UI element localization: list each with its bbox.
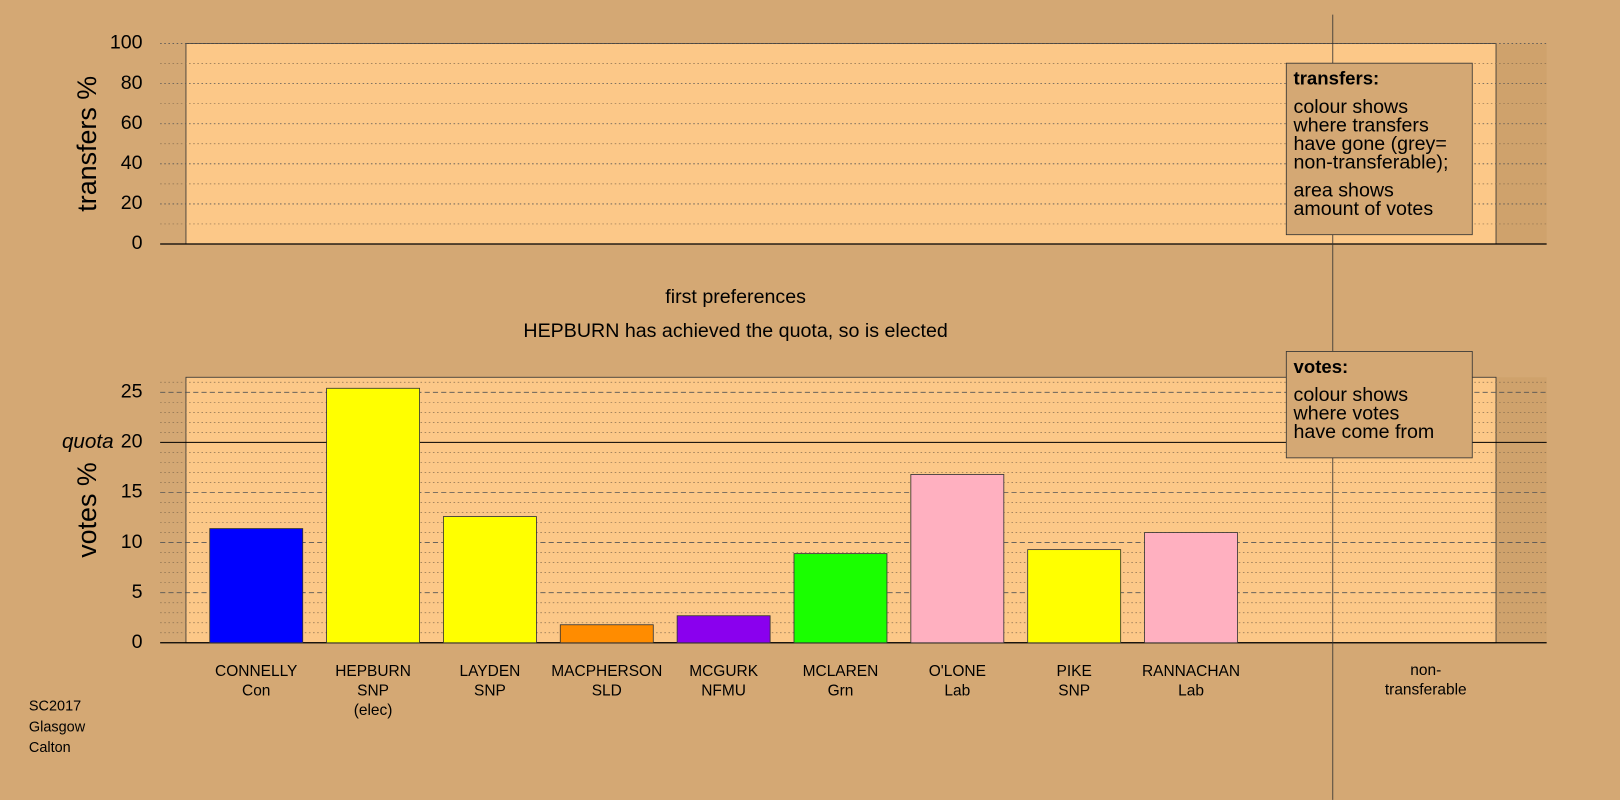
y-tick-label: 20 bbox=[121, 431, 143, 453]
note-text: amount of votes bbox=[1294, 198, 1434, 220]
x-tick-label: O'LONE bbox=[929, 663, 986, 680]
note-text: colour shows bbox=[1294, 384, 1409, 406]
note-title: votes: bbox=[1294, 356, 1349, 377]
y-tick-label: 15 bbox=[121, 481, 143, 503]
x-tick-label: transferable bbox=[1385, 681, 1467, 698]
note-text: have gone (grey= bbox=[1294, 133, 1447, 155]
x-tick-label: PIKE bbox=[1057, 663, 1092, 680]
quota-label: quota bbox=[62, 430, 114, 453]
footer-text: Glasgow bbox=[29, 719, 86, 735]
x-tick-label: Lab bbox=[944, 682, 970, 699]
y-tick-label: 0 bbox=[132, 232, 143, 254]
y-tick-label: 100 bbox=[110, 32, 143, 54]
note-text: area shows bbox=[1294, 179, 1395, 201]
x-tick-label: (elec) bbox=[354, 702, 393, 719]
x-tick-label: CONNELLY bbox=[215, 663, 297, 680]
x-tick-label: NFMU bbox=[701, 682, 746, 699]
footer-text: Calton bbox=[29, 740, 71, 756]
bar bbox=[559, 624, 654, 644]
x-tick-label: Con bbox=[242, 682, 270, 699]
note-title: transfers: bbox=[1294, 68, 1380, 89]
y-tick-label: 80 bbox=[121, 72, 143, 94]
right-shade bbox=[1496, 377, 1547, 643]
x-tick-label: SLD bbox=[592, 682, 622, 699]
x-tick-label: RANNACHAN bbox=[1142, 663, 1240, 680]
note-box bbox=[1285, 62, 1473, 236]
y-axis-label: votes % bbox=[72, 462, 102, 558]
note-box bbox=[1285, 351, 1473, 459]
x-tick-label: Grn bbox=[828, 682, 854, 699]
bar bbox=[676, 615, 771, 644]
x-tick-label: HEPBURN bbox=[335, 663, 411, 680]
bar bbox=[443, 516, 537, 644]
bar bbox=[1027, 549, 1122, 644]
bar bbox=[1144, 532, 1238, 644]
y-tick-label: 5 bbox=[132, 581, 143, 603]
note-text: where votes bbox=[1293, 403, 1400, 425]
bar bbox=[326, 387, 420, 644]
note-text: non-transferable); bbox=[1294, 152, 1449, 174]
bar bbox=[793, 553, 888, 644]
y-tick-label: 40 bbox=[121, 152, 143, 174]
bar bbox=[910, 474, 1005, 644]
chart-title: first preferences bbox=[665, 286, 806, 308]
x-tick-label: non- bbox=[1410, 662, 1441, 679]
y-tick-label: 20 bbox=[121, 192, 143, 214]
chart-subtitle: HEPBURN has achieved the quota, so is el… bbox=[523, 320, 947, 342]
y-axis-label: transfers % bbox=[72, 76, 102, 212]
x-tick-label: SNP bbox=[1058, 682, 1090, 699]
y-tick-label: 10 bbox=[121, 531, 143, 553]
x-tick-label: MCGURK bbox=[689, 663, 758, 680]
note-text: where transfers bbox=[1293, 114, 1429, 136]
note-text: colour shows bbox=[1294, 96, 1409, 118]
x-tick-label: MACPHERSON bbox=[551, 663, 662, 680]
x-tick-label: Lab bbox=[1178, 682, 1204, 699]
bar bbox=[209, 528, 304, 644]
footer-text: SC2017 bbox=[29, 699, 81, 715]
x-tick-label: SNP bbox=[474, 682, 506, 699]
x-tick-label: SNP bbox=[357, 682, 389, 699]
x-tick-label: LAYDEN bbox=[460, 663, 521, 680]
y-tick-label: 25 bbox=[121, 380, 143, 402]
y-tick-label: 60 bbox=[121, 112, 143, 134]
note-text: have come from bbox=[1294, 421, 1435, 443]
x-tick-label: MCLAREN bbox=[803, 663, 879, 680]
y-tick-label: 0 bbox=[132, 631, 143, 653]
